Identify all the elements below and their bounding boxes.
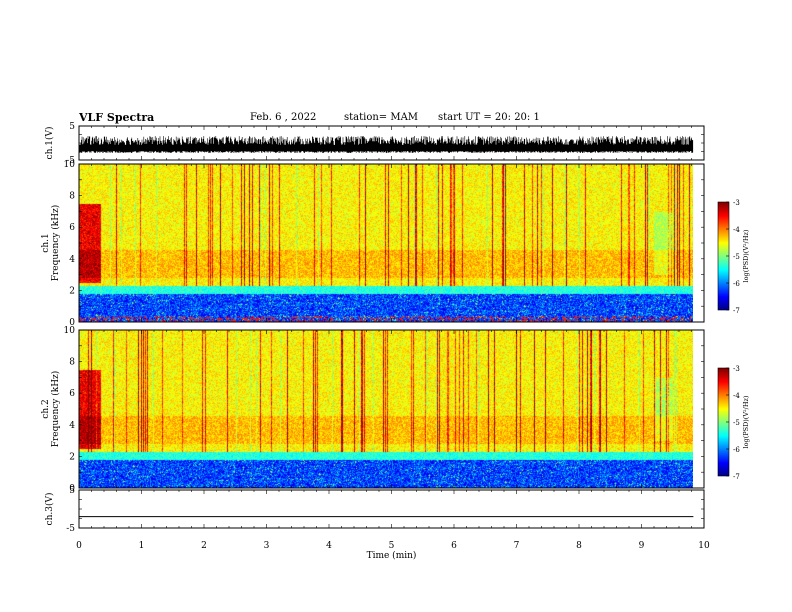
chart-title: VLF Spectra (79, 111, 155, 124)
ch2-spectrogram-ylabel-line: Frequency (kHz) (50, 371, 61, 448)
y-tick-label: 5 (69, 486, 75, 496)
x-axis-label: Time (min) (367, 550, 417, 561)
colorbar-image (718, 368, 729, 476)
x-tick-label: 2 (201, 541, 207, 551)
colorbar-tick-label: -6 (733, 280, 740, 288)
x-tick-label: 10 (698, 541, 710, 551)
y-tick-label: -5 (66, 156, 75, 166)
colorbar-label: log(PSD)(V²/Hz) (742, 229, 750, 282)
y-tick-label: 8 (69, 192, 75, 202)
ch2-spectrogram-ylabel-line: ch.2 (41, 399, 51, 418)
colorbar-tick-label: -7 (733, 473, 740, 481)
colorbar-label: log(PSD)(V²/Hz) (742, 395, 750, 448)
y-tick-label: 10 (64, 326, 76, 336)
ch1-spectrogram-ylabel-line: Frequency (kHz) (50, 205, 61, 282)
y-tick-label: 5 (69, 122, 75, 132)
x-tick-label: 6 (451, 541, 457, 551)
y-tick-label: -5 (66, 524, 75, 534)
colorbar-tick-label: -4 (733, 392, 740, 400)
y-tick-label: 4 (69, 421, 75, 431)
colorbar-tick-label: -6 (733, 446, 740, 454)
start-time-label: start UT = 20: 20: 1 (438, 112, 540, 123)
y-tick-label: 6 (69, 389, 75, 399)
y-tick-label: 0 (69, 484, 75, 494)
ch1-waveform-trace (78, 136, 694, 153)
panel-frame (78, 489, 705, 529)
colorbar-tick-label: -5 (733, 253, 740, 261)
y-tick-label: 2 (69, 286, 75, 296)
x-tick-label: 8 (576, 541, 582, 551)
station-label: station= MAM (344, 112, 419, 123)
colorbar-tick-label: -3 (733, 199, 740, 207)
date-label: Feb. 6 , 2022 (250, 112, 317, 123)
y-tick-label: 4 (69, 255, 75, 265)
x-tick-label: 4 (326, 541, 332, 551)
x-tick-label: 9 (639, 541, 645, 551)
ch1-spectrogram-ylabel-line: ch.1 (41, 233, 51, 252)
ch3-ylabel: ch.3(V) (44, 493, 55, 526)
x-tick-label: 7 (514, 541, 520, 551)
x-tick-label: 0 (76, 541, 82, 551)
y-tick-label: 6 (69, 223, 75, 233)
colorbar-tick-label: -5 (733, 419, 740, 427)
spectrogram-image (79, 164, 693, 322)
colorbar-tick-label: -4 (733, 226, 740, 234)
ch3-ylabel-line: ch.3(V) (44, 493, 55, 526)
colorbar-tick-label: -3 (733, 365, 740, 373)
x-tick-label: 1 (139, 541, 145, 551)
colorbar-tick-label: -7 (733, 307, 740, 315)
ch1-spectrogram-ylabel: ch.1Frequency (kHz) (41, 205, 61, 282)
ch1-ylabel: ch.1(V) (44, 127, 55, 160)
x-tick-label: 5 (389, 541, 395, 551)
y-tick-label: 2 (69, 452, 75, 462)
y-tick-label: 0 (69, 318, 75, 328)
y-tick-label: 8 (69, 358, 75, 368)
y-tick-label: 10 (64, 160, 76, 170)
colorbar-image (718, 202, 729, 310)
ch2-spectrogram-ylabel: ch.2Frequency (kHz) (41, 371, 61, 448)
spectrogram-image (79, 330, 693, 488)
x-tick-label: 3 (264, 541, 270, 551)
ch1-ylabel-line: ch.1(V) (44, 127, 55, 160)
